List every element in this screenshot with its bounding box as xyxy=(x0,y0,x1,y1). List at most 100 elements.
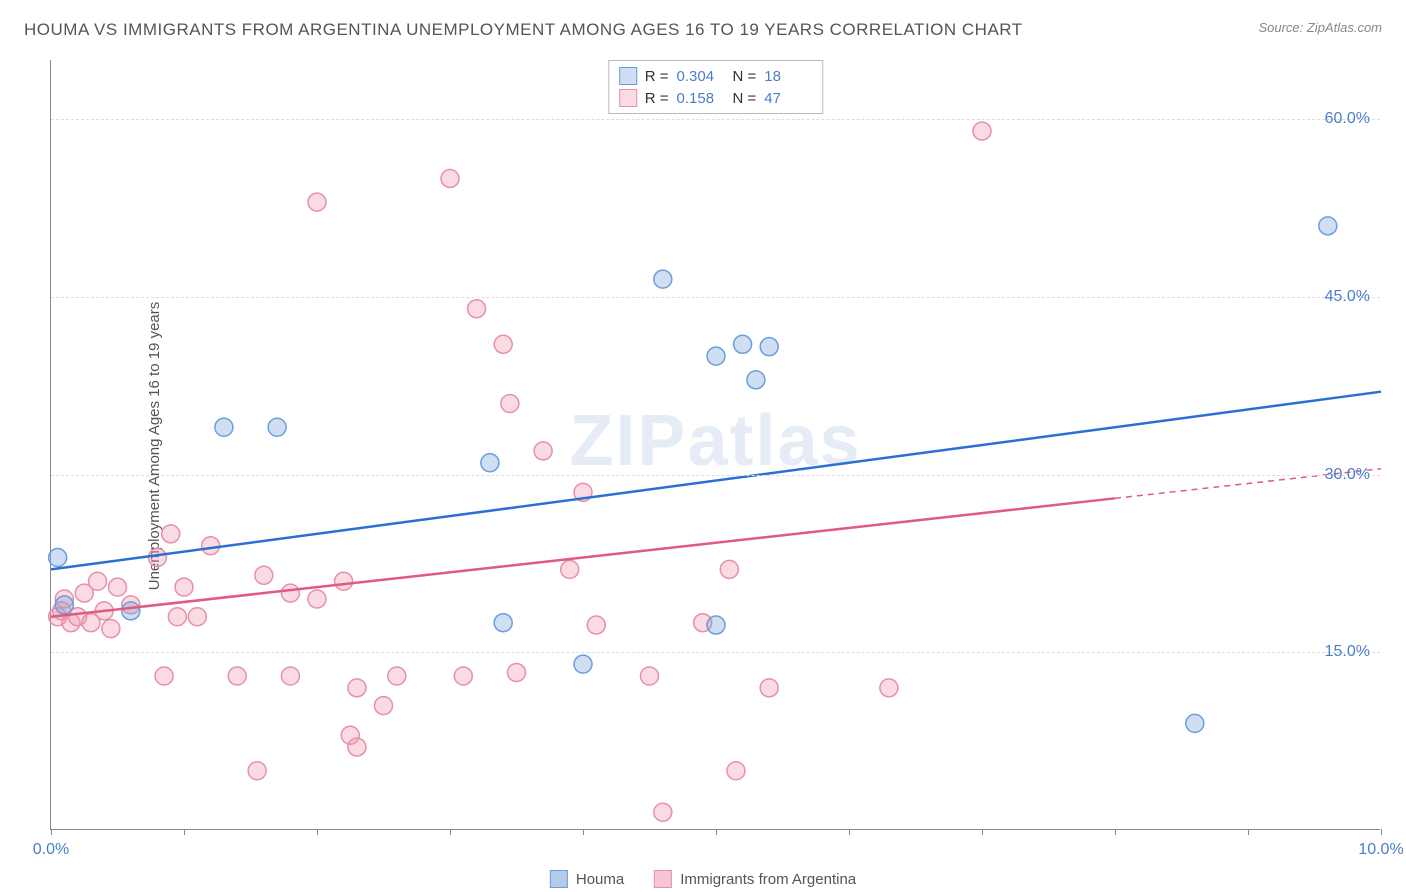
y-tick-label: 60.0% xyxy=(1325,110,1370,128)
data-point xyxy=(281,584,299,602)
data-point xyxy=(109,578,127,596)
data-point xyxy=(122,602,140,620)
data-point xyxy=(308,590,326,608)
data-point xyxy=(155,667,173,685)
data-point xyxy=(441,169,459,187)
data-point xyxy=(202,537,220,555)
n-label: N = xyxy=(733,90,757,107)
x-tick xyxy=(982,829,983,835)
data-point xyxy=(494,614,512,632)
trend-line xyxy=(51,498,1115,616)
x-tick xyxy=(317,829,318,835)
data-point xyxy=(561,560,579,578)
x-tick xyxy=(583,829,584,835)
gridline xyxy=(51,297,1380,298)
data-point xyxy=(574,655,592,673)
legend-row-houma: R = 0.304 N = 18 xyxy=(619,65,813,87)
x-tick xyxy=(849,829,850,835)
data-point xyxy=(654,270,672,288)
data-point xyxy=(587,616,605,634)
data-point xyxy=(454,667,472,685)
gridline xyxy=(51,119,1380,120)
data-point xyxy=(880,679,898,697)
r-label: R = xyxy=(645,68,669,85)
data-point xyxy=(49,549,67,567)
data-point xyxy=(255,566,273,584)
y-tick-label: 30.0% xyxy=(1325,466,1370,484)
data-point xyxy=(734,335,752,353)
data-point xyxy=(1319,217,1337,235)
n-label: N = xyxy=(733,68,757,85)
y-tick-label: 15.0% xyxy=(1325,643,1370,661)
data-point xyxy=(501,395,519,413)
data-point xyxy=(760,338,778,356)
legend-label-houma: Houma xyxy=(576,871,624,888)
data-point xyxy=(335,572,353,590)
gridline xyxy=(51,652,1380,653)
data-point xyxy=(375,697,393,715)
data-point xyxy=(268,418,286,436)
data-point xyxy=(494,335,512,353)
data-point xyxy=(281,667,299,685)
source-credit: Source: ZipAtlas.com xyxy=(1258,20,1382,35)
x-tick-label: 0.0% xyxy=(33,841,69,859)
data-point xyxy=(747,371,765,389)
swatch-houma xyxy=(619,67,637,85)
data-point xyxy=(468,300,486,318)
data-point xyxy=(534,442,552,460)
x-tick xyxy=(716,829,717,835)
data-point xyxy=(388,667,406,685)
data-point xyxy=(215,418,233,436)
series-legend: Houma Immigrants from Argentina xyxy=(550,870,856,888)
data-point xyxy=(760,679,778,697)
swatch-houma xyxy=(550,870,568,888)
data-point xyxy=(248,762,266,780)
data-point xyxy=(55,596,73,614)
legend-item-argentina: Immigrants from Argentina xyxy=(654,870,856,888)
data-point xyxy=(348,738,366,756)
x-tick xyxy=(450,829,451,835)
data-point xyxy=(707,616,725,634)
data-point xyxy=(508,663,526,681)
scatter-plot: ZIPatlas R = 0.304 N = 18 R = 0.158 N = … xyxy=(50,60,1380,830)
data-point xyxy=(168,608,186,626)
x-tick xyxy=(1381,829,1382,835)
chart-svg xyxy=(51,60,1380,829)
data-point xyxy=(720,560,738,578)
gridline xyxy=(51,475,1380,476)
legend-row-argentina: R = 0.158 N = 47 xyxy=(619,87,813,109)
y-tick-label: 45.0% xyxy=(1325,288,1370,306)
legend-item-houma: Houma xyxy=(550,870,624,888)
r-value-houma: 0.304 xyxy=(677,68,725,85)
data-point xyxy=(654,803,672,821)
x-tick xyxy=(1248,829,1249,835)
n-value-argentina: 47 xyxy=(764,90,812,107)
data-point xyxy=(162,525,180,543)
swatch-argentina xyxy=(654,870,672,888)
data-point xyxy=(973,122,991,140)
data-point xyxy=(348,679,366,697)
data-point xyxy=(228,667,246,685)
x-tick xyxy=(1115,829,1116,835)
data-point xyxy=(188,608,206,626)
x-tick xyxy=(184,829,185,835)
r-label: R = xyxy=(645,90,669,107)
legend-label-argentina: Immigrants from Argentina xyxy=(680,871,856,888)
data-point xyxy=(727,762,745,780)
data-point xyxy=(1186,714,1204,732)
data-point xyxy=(102,620,120,638)
swatch-argentina xyxy=(619,89,637,107)
data-point xyxy=(308,193,326,211)
r-value-argentina: 0.158 xyxy=(677,90,725,107)
x-tick-label: 10.0% xyxy=(1358,841,1403,859)
data-point xyxy=(707,347,725,365)
correlation-legend: R = 0.304 N = 18 R = 0.158 N = 47 xyxy=(608,60,824,114)
data-point xyxy=(148,549,166,567)
data-point xyxy=(481,454,499,472)
n-value-houma: 18 xyxy=(764,68,812,85)
data-point xyxy=(175,578,193,596)
x-tick xyxy=(51,829,52,835)
chart-title: HOUMA VS IMMIGRANTS FROM ARGENTINA UNEMP… xyxy=(24,20,1023,40)
data-point xyxy=(89,572,107,590)
data-point xyxy=(641,667,659,685)
